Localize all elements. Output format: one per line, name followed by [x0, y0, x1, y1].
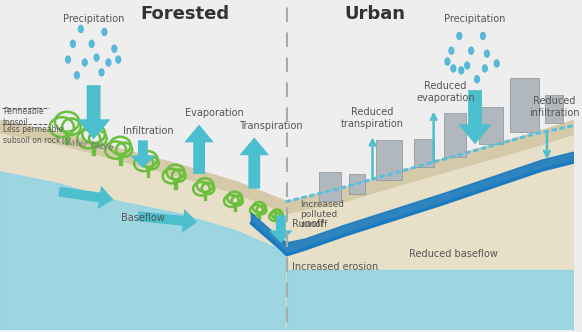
Text: Reduced
transpiration: Reduced transpiration — [341, 107, 404, 128]
Polygon shape — [0, 121, 287, 213]
Polygon shape — [112, 45, 117, 52]
Polygon shape — [58, 186, 113, 209]
Polygon shape — [102, 29, 107, 36]
Text: Runoff: Runoff — [292, 219, 324, 229]
Polygon shape — [82, 59, 87, 66]
Polygon shape — [481, 33, 485, 40]
Text: Increased erosion: Increased erosion — [292, 262, 378, 273]
Polygon shape — [116, 56, 120, 63]
Text: Transpiration: Transpiration — [239, 121, 303, 130]
Text: Precipitation: Precipitation — [63, 14, 125, 24]
Text: Water table: Water table — [61, 137, 114, 152]
Text: Reduced
infiltration: Reduced infiltration — [528, 96, 579, 118]
Bar — [510, 78, 539, 132]
Polygon shape — [94, 54, 99, 61]
Polygon shape — [70, 40, 75, 47]
Polygon shape — [459, 67, 464, 74]
Bar — [258, 214, 260, 219]
Polygon shape — [251, 152, 574, 255]
Text: Baseflow: Baseflow — [121, 213, 165, 223]
Polygon shape — [457, 33, 462, 40]
Polygon shape — [465, 62, 470, 69]
Polygon shape — [445, 58, 450, 65]
Bar — [479, 107, 503, 144]
Polygon shape — [474, 76, 480, 83]
Text: Reduced
evaporation: Reduced evaporation — [416, 81, 475, 103]
Bar — [174, 181, 177, 189]
Bar — [276, 219, 278, 224]
Text: Evaporation: Evaporation — [186, 108, 244, 118]
Polygon shape — [130, 140, 156, 168]
Polygon shape — [240, 137, 269, 189]
Bar — [147, 169, 149, 177]
Polygon shape — [484, 50, 489, 57]
Bar — [204, 193, 206, 201]
Polygon shape — [137, 209, 197, 232]
Bar — [545, 95, 563, 123]
Bar — [92, 145, 95, 155]
Text: Less permeable
subsoil on rock: Less permeable subsoil on rock — [3, 124, 63, 145]
Text: Permeable
topsoil: Permeable topsoil — [3, 107, 44, 127]
Polygon shape — [287, 134, 574, 330]
Polygon shape — [458, 90, 492, 144]
Polygon shape — [106, 59, 111, 66]
Polygon shape — [79, 26, 83, 33]
Polygon shape — [469, 47, 474, 54]
Bar — [377, 140, 402, 180]
Polygon shape — [269, 215, 293, 243]
Polygon shape — [451, 65, 456, 72]
Polygon shape — [89, 40, 94, 47]
Text: Forested: Forested — [141, 5, 230, 23]
Bar — [119, 156, 122, 165]
Polygon shape — [287, 271, 574, 330]
Polygon shape — [0, 132, 287, 330]
Polygon shape — [287, 121, 574, 213]
Bar — [320, 172, 341, 202]
Polygon shape — [99, 69, 104, 76]
Bar — [414, 139, 434, 167]
Text: Precipitation: Precipitation — [445, 14, 506, 24]
Bar — [65, 134, 69, 144]
Polygon shape — [184, 124, 214, 174]
Polygon shape — [77, 85, 111, 139]
Bar — [349, 174, 365, 194]
Text: Reduced baseflow: Reduced baseflow — [409, 249, 498, 259]
Polygon shape — [482, 65, 487, 72]
Bar — [445, 113, 466, 157]
Text: Infiltration: Infiltration — [123, 126, 173, 136]
Bar — [233, 205, 236, 211]
Text: Urban: Urban — [344, 5, 405, 23]
Text: Increased
polluted
runoff: Increased polluted runoff — [300, 200, 345, 229]
Polygon shape — [66, 56, 70, 63]
Polygon shape — [74, 72, 79, 79]
Polygon shape — [0, 172, 287, 330]
Polygon shape — [449, 47, 454, 54]
Polygon shape — [494, 60, 499, 67]
